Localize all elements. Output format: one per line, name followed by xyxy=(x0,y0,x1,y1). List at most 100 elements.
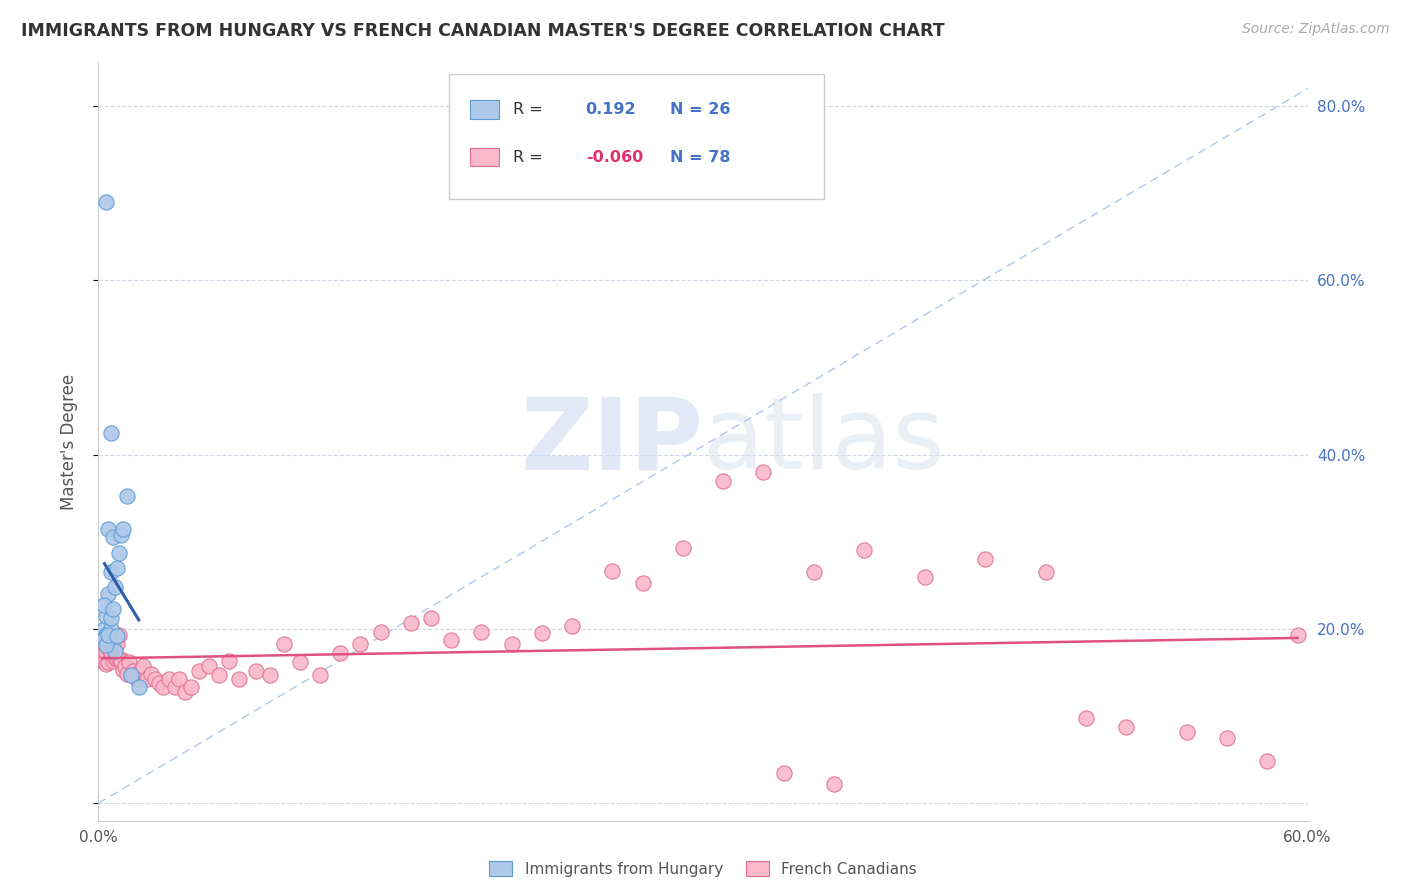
Point xyxy=(198,659,221,673)
Point xyxy=(135,672,157,686)
Point xyxy=(96,645,118,659)
Point xyxy=(309,668,332,682)
Point xyxy=(1115,719,1137,733)
Point xyxy=(118,655,141,669)
Point xyxy=(100,610,122,624)
Y-axis label: Master's Degree: Master's Degree xyxy=(59,374,77,509)
Point xyxy=(103,641,125,656)
Point xyxy=(129,663,152,677)
Point xyxy=(110,528,132,542)
Point xyxy=(157,672,180,686)
FancyBboxPatch shape xyxy=(470,101,499,119)
Point xyxy=(93,598,115,612)
Point xyxy=(100,622,122,636)
Point xyxy=(440,633,463,648)
Point xyxy=(115,489,138,503)
Legend: Immigrants from Hungary, French Canadians: Immigrants from Hungary, French Canadian… xyxy=(482,853,924,884)
Point xyxy=(132,658,155,673)
Point xyxy=(218,654,240,668)
Point xyxy=(1175,724,1198,739)
Text: 0.192: 0.192 xyxy=(586,102,637,117)
Text: R =: R = xyxy=(513,102,543,117)
Point xyxy=(91,637,114,651)
Point xyxy=(631,575,654,590)
Point xyxy=(93,646,115,660)
Point xyxy=(93,632,115,647)
Point xyxy=(100,628,122,642)
Point xyxy=(114,658,136,673)
Point xyxy=(111,663,134,677)
Point xyxy=(349,637,371,651)
Point xyxy=(974,552,997,566)
Point xyxy=(530,626,553,640)
Point xyxy=(420,610,443,624)
Point xyxy=(501,637,523,651)
Point xyxy=(167,673,190,687)
Point xyxy=(273,637,295,651)
Point xyxy=(370,624,392,639)
Point xyxy=(128,681,150,695)
Point xyxy=(100,566,122,580)
Text: Source: ZipAtlas.com: Source: ZipAtlas.com xyxy=(1241,22,1389,37)
Text: N = 26: N = 26 xyxy=(671,102,731,117)
Point xyxy=(101,602,124,616)
Point xyxy=(1286,628,1309,642)
Point xyxy=(803,566,825,580)
Point xyxy=(245,664,267,678)
Point xyxy=(1256,755,1278,769)
Point xyxy=(97,641,120,656)
Point xyxy=(188,664,211,678)
Point xyxy=(1035,566,1057,580)
Point xyxy=(115,667,138,681)
Text: IMMIGRANTS FROM HUNGARY VS FRENCH CANADIAN MASTER'S DEGREE CORRELATION CHART: IMMIGRANTS FROM HUNGARY VS FRENCH CANADI… xyxy=(21,22,945,40)
Point xyxy=(1216,731,1239,745)
Point xyxy=(470,624,492,639)
Point xyxy=(96,194,118,209)
Text: -0.060: -0.060 xyxy=(586,150,643,165)
Point xyxy=(602,564,624,578)
Point xyxy=(121,664,143,678)
Point xyxy=(672,541,695,555)
Point xyxy=(208,668,231,682)
Point xyxy=(101,654,124,668)
Point xyxy=(823,777,845,791)
Point xyxy=(97,587,120,601)
Point xyxy=(259,668,281,682)
Point xyxy=(914,569,936,583)
Point xyxy=(100,645,122,659)
Text: R =: R = xyxy=(513,150,543,165)
Text: N = 78: N = 78 xyxy=(671,150,731,165)
Point xyxy=(93,655,115,669)
Point xyxy=(105,629,128,643)
Point xyxy=(228,673,250,687)
Point xyxy=(752,465,775,479)
Point xyxy=(143,673,166,687)
Point xyxy=(103,650,125,665)
Point xyxy=(100,425,122,440)
Point xyxy=(288,655,311,669)
Point xyxy=(103,643,125,657)
Point xyxy=(139,667,162,681)
Point xyxy=(125,672,148,686)
Point xyxy=(105,561,128,575)
Point xyxy=(107,628,129,642)
Point xyxy=(111,522,134,536)
Point xyxy=(561,619,583,633)
Point xyxy=(110,652,132,666)
Point xyxy=(152,681,174,695)
Point xyxy=(711,474,734,488)
FancyBboxPatch shape xyxy=(449,74,824,199)
Point xyxy=(105,637,128,651)
Point xyxy=(101,530,124,544)
Point xyxy=(120,668,142,682)
Point xyxy=(120,668,142,682)
Point xyxy=(772,765,794,780)
Text: ZIP: ZIP xyxy=(520,393,703,490)
Point xyxy=(93,622,115,636)
Point xyxy=(148,676,170,690)
Point xyxy=(163,681,186,695)
Point xyxy=(107,546,129,560)
Point xyxy=(128,667,150,681)
Point xyxy=(180,681,202,695)
Point xyxy=(97,628,120,642)
